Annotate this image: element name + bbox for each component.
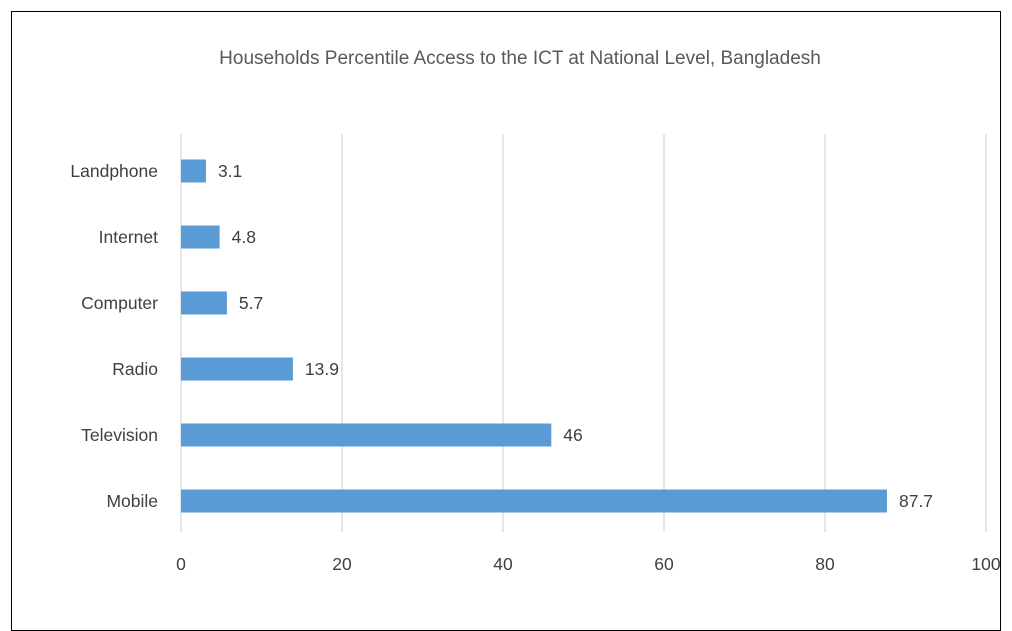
x-tick-label: 20: [332, 554, 352, 574]
bar-landphone: [181, 159, 206, 183]
chart-frame: [11, 11, 1001, 631]
data-label: 13.9: [305, 359, 339, 379]
bar-television: [181, 423, 552, 447]
x-axis-ticks: 0 20 40 60 80 100: [176, 554, 1001, 574]
grid-lines: [180, 134, 987, 532]
category-label: Landphone: [70, 161, 158, 181]
x-tick-label: 100: [971, 554, 1000, 574]
category-label: Internet: [99, 227, 158, 247]
chart-title: Households Percentile Access to the ICT …: [219, 48, 821, 69]
bar-radio: [181, 357, 293, 381]
data-label: 46: [563, 425, 582, 445]
category-labels: Landphone Internet Computer Radio Television…: [70, 161, 158, 511]
data-label: 4.8: [232, 227, 256, 247]
category-label: Radio: [112, 359, 158, 379]
x-tick-label: 40: [493, 554, 513, 574]
bar-internet: [181, 225, 220, 249]
x-tick-label: 60: [654, 554, 674, 574]
category-label: Mobile: [106, 491, 158, 511]
x-tick-label: 0: [176, 554, 186, 574]
data-label: 3.1: [218, 161, 242, 181]
category-label: Television: [81, 425, 158, 445]
x-tick-label: 80: [815, 554, 835, 574]
data-label: 87.7: [899, 491, 933, 511]
data-label: 5.7: [239, 293, 263, 313]
category-label: Computer: [81, 293, 158, 313]
bars: [181, 159, 887, 513]
data-labels: 3.1 4.8 5.7 13.9 46 87.7: [218, 161, 933, 511]
bar-computer: [181, 291, 227, 315]
bar-mobile: [181, 489, 887, 513]
